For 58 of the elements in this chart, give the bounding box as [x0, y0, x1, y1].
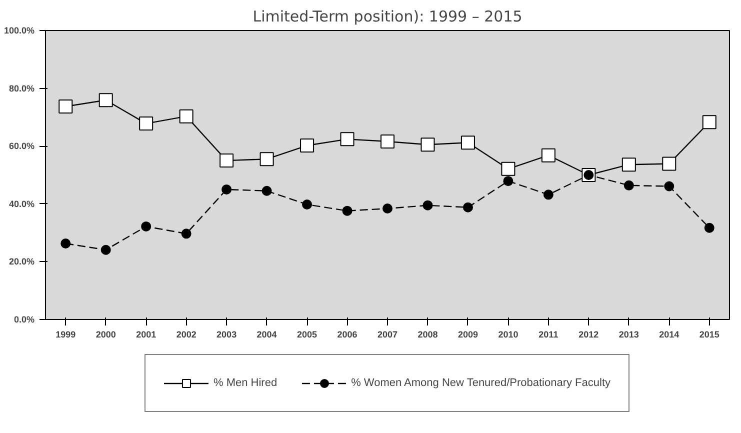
y-tick-label: 100.0% [4, 26, 35, 36]
x-tick-label: 2014 [659, 330, 680, 340]
point [262, 186, 272, 196]
point [220, 154, 234, 168]
x-tick-label: 2015 [699, 330, 720, 340]
point [543, 190, 554, 200]
y-tick-label: 20.0% [8, 256, 35, 267]
y-tick-label: 80.0% [8, 83, 35, 94]
point [141, 221, 152, 232]
point [541, 148, 556, 162]
x-tick-label: 2005 [297, 330, 318, 340]
point [260, 152, 274, 166]
point [98, 93, 113, 108]
legend-label: % Men Hired [213, 376, 278, 388]
point [380, 134, 394, 148]
x-tick-label: 2010 [498, 330, 518, 340]
x-tick-label: 2002 [176, 330, 196, 340]
x-tick-label: 1999 [56, 330, 76, 340]
point [302, 199, 312, 210]
point [622, 158, 636, 172]
point [300, 138, 314, 153]
x-tick-label: 2011 [538, 330, 558, 340]
point [662, 156, 676, 171]
point [139, 116, 154, 131]
point [179, 109, 194, 124]
point [340, 132, 354, 146]
y-tick-label: 0.0% [14, 314, 34, 324]
point [420, 138, 435, 152]
x-tick-label: 2003 [216, 330, 237, 340]
point [60, 238, 71, 248]
x-tick-label: 2001 [136, 330, 156, 340]
point [704, 222, 714, 233]
x-tick-label: 2006 [337, 330, 358, 340]
x-tick-label: 2004 [256, 330, 277, 340]
point [222, 184, 232, 194]
point [462, 202, 473, 212]
x-tick-label: 2008 [418, 330, 438, 340]
point [342, 206, 352, 216]
point [382, 204, 392, 214]
point [702, 115, 716, 130]
chart-title: Limited-Term position): 1999 – 2015 [252, 8, 522, 26]
x-tick-label: 2009 [458, 330, 478, 340]
x-tick-label: 2000 [96, 330, 116, 340]
point [664, 181, 674, 192]
point [460, 136, 475, 150]
point [58, 100, 73, 114]
x-tick-label: 2007 [377, 330, 398, 340]
point [422, 200, 433, 210]
point [181, 228, 192, 239]
x-tick-label: 2012 [578, 330, 599, 340]
point [503, 176, 514, 186]
point [100, 244, 111, 255]
point [501, 162, 516, 176]
y-tick-label: 60.0% [8, 141, 35, 152]
y-tick-label: 40.0% [8, 198, 35, 209]
x-tick-label: 2013 [618, 330, 639, 340]
legend-label: % Women Among New Tenured/Probationary Faculty [351, 376, 611, 388]
point [624, 180, 634, 190]
